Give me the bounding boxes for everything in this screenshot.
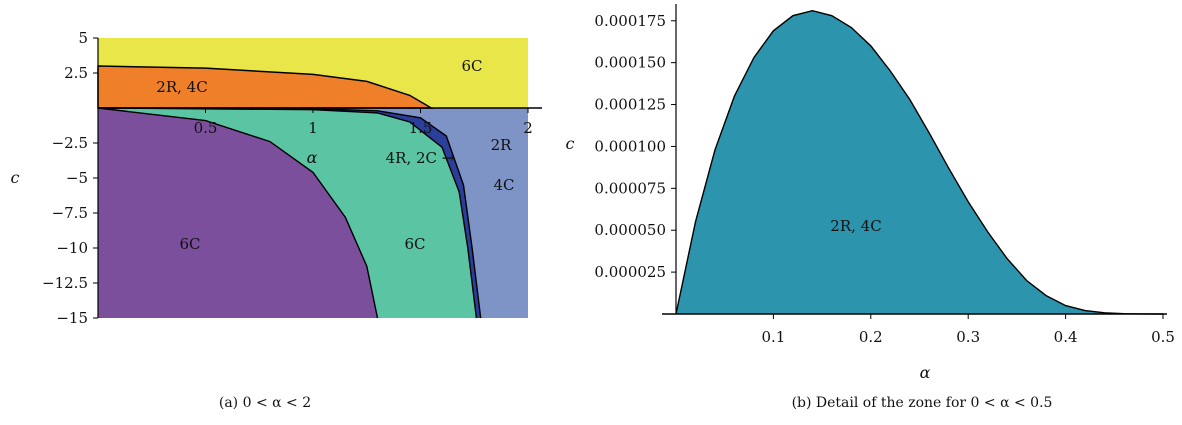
chart-a-ytick-label: −15 bbox=[56, 309, 88, 327]
region-6c-green bbox=[98, 108, 477, 318]
chart-b: 0.000025 0.000050 0.000075 0.000100 0.000125… bbox=[566, 4, 1175, 411]
chart-b-ytick-label: 0.000125 bbox=[594, 96, 666, 114]
chart-a-ytick-label: −5 bbox=[66, 169, 88, 187]
chart-a-ytick-label: −2.5 bbox=[52, 134, 88, 152]
chart-b-caption: (b) Detail of the zone for 0 < α < 0.5 bbox=[792, 395, 1053, 411]
chart-a-xtick-label: 2 bbox=[523, 119, 533, 137]
chart-b-axes bbox=[662, 4, 1167, 315]
chart-a-ytick-label: 2.5 bbox=[64, 64, 88, 82]
chart-b-xtick-label: 0.2 bbox=[859, 328, 883, 346]
chart-b-region-label: 2R, 4C bbox=[830, 217, 881, 235]
chart-a-ytick-label: −10 bbox=[56, 239, 88, 257]
boundary-purple-edge bbox=[97, 107, 379, 319]
chart-b-filled-area bbox=[676, 10, 1163, 314]
chart-a-ytick-label: −7.5 bbox=[52, 204, 88, 222]
chart-b-ytick-label: 0.000025 bbox=[594, 263, 666, 281]
chart-a-xtick-label: 1.5 bbox=[409, 119, 433, 137]
chart-a-xlabel: α bbox=[307, 148, 318, 167]
chart-a-region-labels: 6C 2R, 4C 6C 6C 4R, 2C → 2R 4C bbox=[156, 57, 514, 253]
chart-b-curve bbox=[675, 9, 1164, 315]
chart-a-region-label: 4C bbox=[493, 176, 514, 194]
chart-a-ticks: 5 2.5 −2.5 −5 −7.5 −10 −12.5 −15 0.5 1 1.5 2 bbox=[42, 29, 533, 327]
chart-a-region-label: 6C bbox=[461, 57, 482, 75]
chart-b-xtick-label: 0.5 bbox=[1151, 328, 1175, 346]
chart-a-region-label: 6C bbox=[179, 235, 200, 253]
chart-a-region-label: 2R, 4C bbox=[156, 78, 207, 96]
chart-a-region-label: 4R, 2C → bbox=[386, 149, 455, 167]
chart-b-ylabel: c bbox=[566, 134, 575, 153]
chart-a-region-label: 6C bbox=[404, 235, 425, 253]
boundary-lower-curve bbox=[97, 107, 478, 319]
chart-a-ytick-label: 5 bbox=[78, 29, 88, 47]
chart-b-ytick-label: 0.000175 bbox=[594, 12, 666, 30]
chart-b-xtick-label: 0.3 bbox=[956, 328, 980, 346]
chart-b-ytick-label: 0.000100 bbox=[594, 137, 666, 155]
chart-a-xtick-label: 0.5 bbox=[194, 119, 218, 137]
chart-b-ytick-label: 0.000075 bbox=[594, 179, 666, 197]
chart-a-regions bbox=[97, 38, 528, 319]
chart-a-xtick-label: 1 bbox=[308, 119, 318, 137]
chart-b-xtick-label: 0.4 bbox=[1054, 328, 1078, 346]
chart-a-ytick-label: −12.5 bbox=[42, 274, 88, 292]
chart-a: 5 2.5 −2.5 −5 −7.5 −10 −12.5 −15 0.5 1 1.5 2 6C 2R, … bbox=[11, 29, 542, 411]
chart-a-caption: (a) 0 < α < 2 bbox=[219, 395, 311, 411]
chart-b-area bbox=[675, 9, 1164, 315]
chart-b-ytick-label: 0.000150 bbox=[594, 54, 666, 72]
chart-b-ticks: 0.000025 0.000050 0.000075 0.000100 0.000125… bbox=[594, 12, 1175, 346]
chart-a-ylabel: c bbox=[11, 168, 20, 187]
chart-b-xlabel: α bbox=[920, 363, 931, 382]
boundary-upper-curve bbox=[97, 107, 482, 319]
chart-b-ytick-label: 0.000050 bbox=[594, 221, 666, 239]
region-6c-purple bbox=[98, 108, 378, 318]
chart-b-xtick-label: 0.1 bbox=[761, 328, 785, 346]
chart-a-region-label: 2R bbox=[491, 136, 513, 154]
